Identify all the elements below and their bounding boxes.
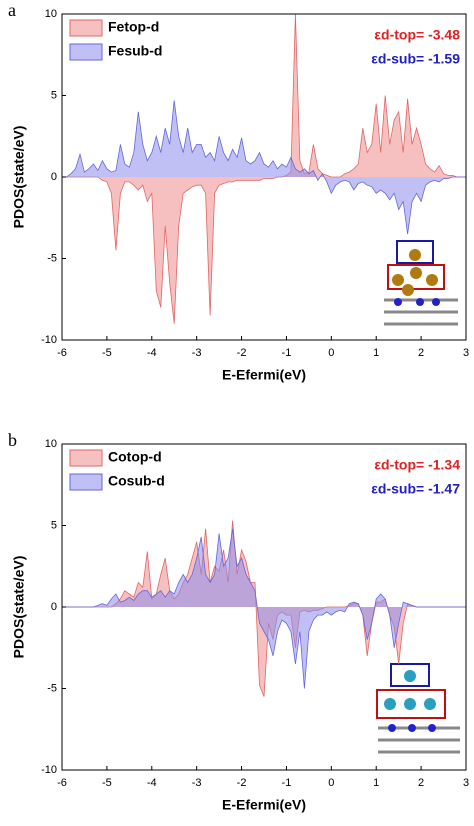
legend-label: Fesub-d bbox=[108, 43, 162, 59]
x-tick-label: -4 bbox=[147, 777, 157, 789]
x-tick-label: -5 bbox=[102, 777, 112, 789]
y-axis-label: PDOS(state/eV) bbox=[11, 126, 27, 229]
y-tick-label: 5 bbox=[51, 519, 57, 531]
x-tick-label: -3 bbox=[192, 777, 202, 789]
x-axis-label: E-Efermi(eV) bbox=[222, 367, 306, 383]
series-line bbox=[62, 13, 466, 324]
y-tick-label: 0 bbox=[51, 601, 57, 613]
x-axis-label: E-Efermi(eV) bbox=[222, 797, 306, 813]
y-tick-label: 10 bbox=[45, 8, 57, 20]
panel-label: a bbox=[8, 0, 16, 20]
y-tick-label: 5 bbox=[51, 89, 57, 101]
inset-a bbox=[384, 240, 458, 326]
x-tick-label: -5 bbox=[102, 347, 112, 359]
y-tick-label: 10 bbox=[45, 438, 57, 450]
x-tick-label: -6 bbox=[57, 777, 67, 789]
series-line bbox=[62, 528, 466, 689]
annotation: εd-top= -3.48 bbox=[374, 27, 460, 43]
legend-label: Cosub-d bbox=[108, 473, 165, 489]
series-line bbox=[62, 520, 466, 697]
x-tick-label: 3 bbox=[463, 777, 469, 789]
x-tick-label: 1 bbox=[373, 347, 379, 359]
x-tick-label: -1 bbox=[282, 777, 292, 789]
legend-label: Fetop-d bbox=[108, 19, 159, 35]
annotation: εd-sub= -1.47 bbox=[371, 481, 460, 497]
area-fill bbox=[62, 528, 466, 689]
area-fill bbox=[62, 14, 466, 324]
legend-swatch bbox=[69, 19, 103, 37]
legend-swatch bbox=[69, 43, 103, 61]
series-line bbox=[62, 100, 466, 235]
x-tick-label: 2 bbox=[418, 777, 424, 789]
x-tick-label: 0 bbox=[328, 777, 334, 789]
x-tick-label: -4 bbox=[147, 347, 157, 359]
y-tick-label: -10 bbox=[41, 764, 57, 776]
x-tick-label: 0 bbox=[328, 347, 334, 359]
x-tick-label: -2 bbox=[237, 777, 247, 789]
legend-swatch bbox=[69, 449, 103, 467]
x-tick-label: -6 bbox=[57, 347, 67, 359]
inset-b bbox=[376, 663, 460, 754]
area-fill bbox=[62, 100, 466, 235]
legend-swatch bbox=[69, 473, 103, 491]
x-tick-label: -1 bbox=[282, 347, 292, 359]
y-tick-label: 0 bbox=[51, 171, 57, 183]
x-tick-label: 1 bbox=[373, 777, 379, 789]
y-tick-label: -5 bbox=[47, 252, 57, 264]
legend-label: Cotop-d bbox=[108, 449, 162, 465]
y-axis-label: PDOS(state/eV) bbox=[11, 556, 27, 659]
annotation: εd-top= -1.34 bbox=[374, 457, 460, 473]
x-tick-label: 2 bbox=[418, 347, 424, 359]
x-tick-label: -3 bbox=[192, 347, 202, 359]
panel-label: b bbox=[8, 430, 17, 450]
y-tick-label: -10 bbox=[41, 334, 57, 346]
x-tick-label: 3 bbox=[463, 347, 469, 359]
x-tick-label: -2 bbox=[237, 347, 247, 359]
y-tick-label: -5 bbox=[47, 682, 57, 694]
annotation: εd-sub= -1.59 bbox=[371, 51, 460, 67]
